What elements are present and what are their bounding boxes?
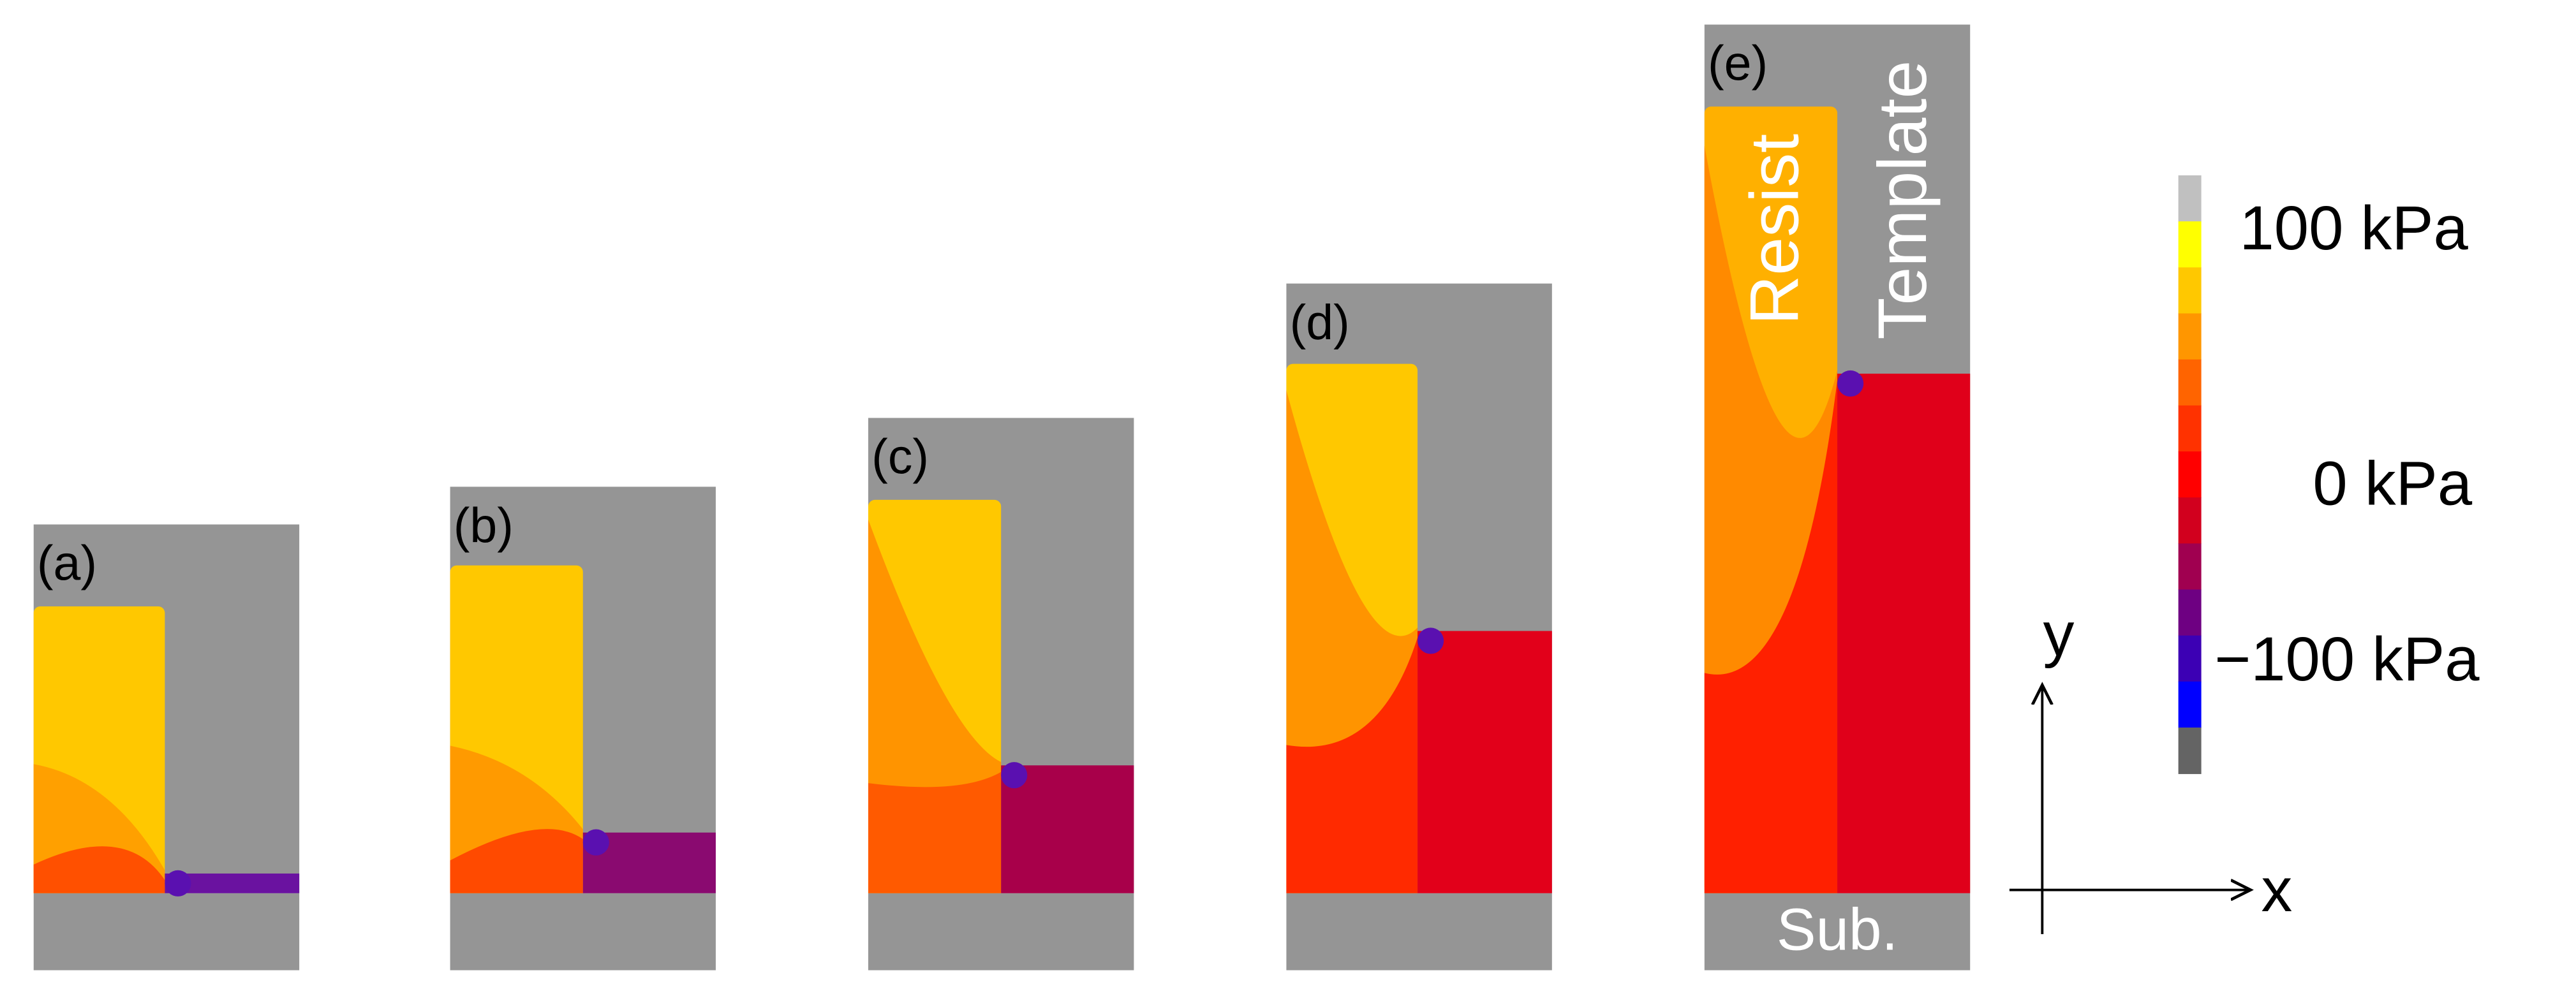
panel: (e) [1704, 24, 1971, 970]
colorbar-band [2178, 543, 2202, 590]
panel-label: (d) [1290, 295, 1350, 350]
panel: (b) [450, 487, 716, 970]
colorbar-band [2178, 497, 2202, 545]
panel-label: (b) [454, 499, 514, 553]
resist-label: Resist [1736, 134, 1813, 325]
stress-band [33, 846, 165, 893]
colorbar-band [2178, 451, 2202, 498]
panel: (d) [1286, 283, 1552, 970]
panel-label: (c) [871, 430, 929, 485]
corner-stress [1418, 627, 1444, 654]
colorbar-band [2178, 313, 2202, 360]
y-axis-label: y [2043, 599, 2075, 669]
colorbar-band [2178, 405, 2202, 452]
colorbar-band [2178, 267, 2202, 314]
substrate [1286, 893, 1552, 970]
substrate [33, 893, 300, 970]
corner-stress [165, 870, 191, 897]
panels: (a) (b) (c) (d) (e) [33, 24, 1971, 970]
colorbar-label: 100 kPa [2239, 193, 2468, 263]
corner-stress [1001, 762, 1028, 789]
template-label: Template [1863, 61, 1941, 340]
colorbar-band [2178, 175, 2202, 222]
panel-label: (a) [37, 536, 97, 591]
x-axis-label: x [2261, 855, 2292, 925]
stress-band [1286, 637, 1418, 893]
stress-band [450, 829, 583, 893]
substrate-label: Sub. [1777, 896, 1898, 962]
stress-band [868, 772, 1002, 893]
under-template-region [1418, 631, 1552, 893]
under-template-region [1837, 374, 1971, 893]
colorbar-band [2178, 221, 2202, 268]
colorbar [2178, 175, 2202, 774]
colorbar-band [2178, 681, 2202, 728]
substrate [868, 893, 1134, 970]
corner-stress [582, 829, 609, 856]
colorbar-band [2178, 727, 2202, 774]
stress-band [1704, 380, 1838, 893]
colorbar-band [2178, 359, 2202, 406]
panel: (a) [33, 524, 300, 970]
colorbar-label: 0 kPa [2313, 449, 2472, 518]
under-template-region [1001, 765, 1134, 893]
panel: (c) [868, 418, 1134, 970]
colorbar-label: −100 kPa [2214, 624, 2480, 694]
substrate [1704, 893, 1971, 970]
panel-label: (e) [1708, 36, 1768, 91]
substrate [450, 893, 716, 970]
colorbar-band [2178, 635, 2202, 682]
colorbar-band [2178, 589, 2202, 636]
corner-stress [1837, 370, 1864, 397]
